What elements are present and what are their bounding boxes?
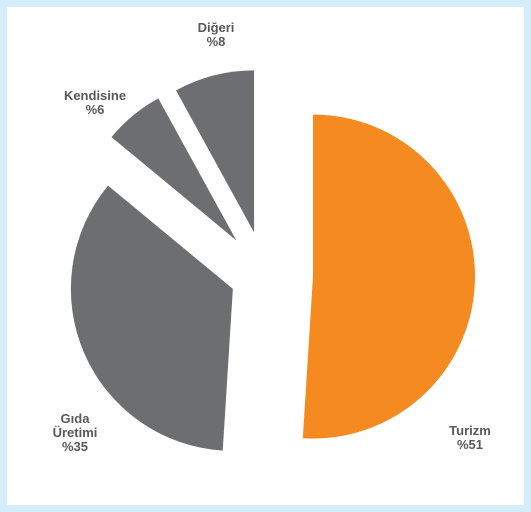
slice-label: Turizm %51 (430, 424, 510, 452)
slice-label: Diğeri %8 (176, 21, 256, 49)
value-label: %51 (456, 437, 484, 452)
category: Turizm (449, 423, 491, 438)
slice-label: Gıda Üretimi %35 (45, 412, 105, 454)
pie-slice (302, 114, 475, 439)
value-label: %8 (206, 34, 226, 49)
category: Gıda Üretimi (52, 411, 98, 440)
pie-slice (70, 185, 233, 451)
category: Kendisine (63, 88, 127, 103)
value-label: %6 (85, 102, 105, 117)
pie-slice (111, 98, 237, 241)
pie-slice (176, 70, 255, 233)
category: Diğeri (197, 20, 235, 35)
value-label: %35 (61, 439, 89, 454)
slice-label: Kendisine %6 (55, 89, 135, 117)
